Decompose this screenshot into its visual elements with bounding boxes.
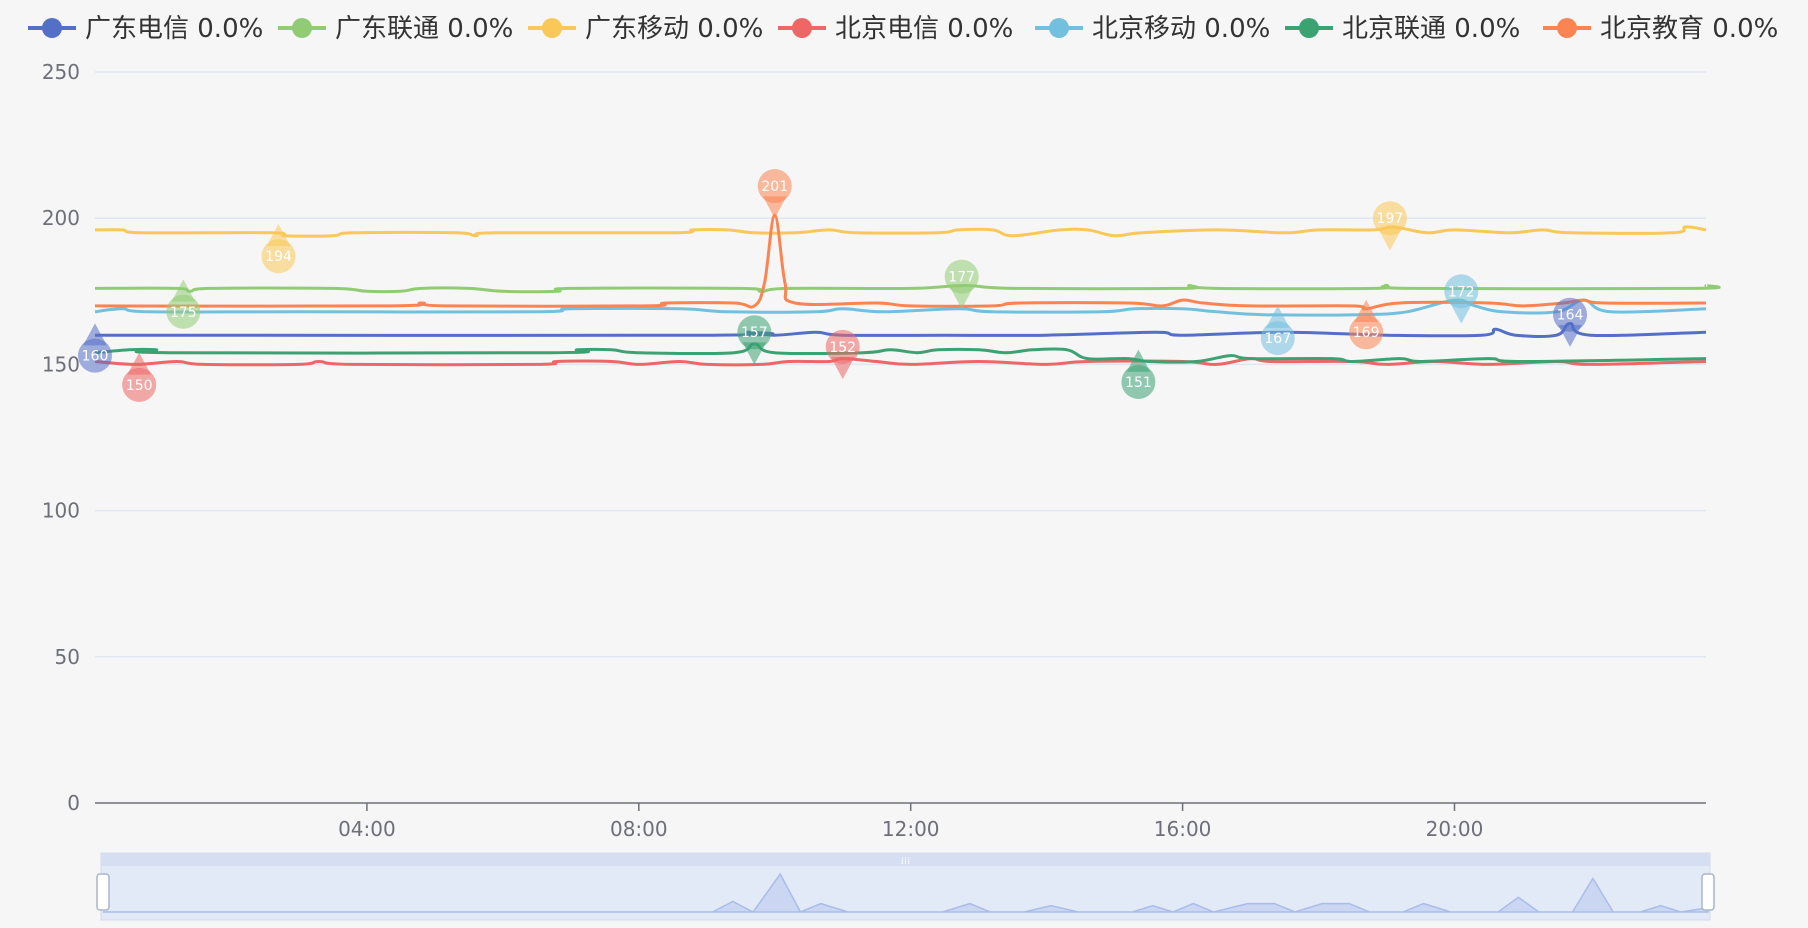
marker-label: 175	[170, 305, 197, 321]
legend: 广东电信 0.0% 广东联通 0.0% 广东移动 0.0% 北京电信 0.0% 北京移动…	[28, 14, 1778, 44]
series-line-6	[94, 213, 1707, 311]
marker-label: 160	[82, 349, 109, 365]
extra-marker-1[interactable]: 197	[1372, 201, 1407, 251]
legend-label: 广东电信 0.0%	[85, 14, 263, 44]
series-line-5	[94, 342, 1707, 364]
zoom-drag-handle[interactable]: ⁞⁞⁞	[901, 856, 911, 867]
marker-label: 172	[1448, 284, 1475, 300]
y-tick-label: 100	[42, 499, 80, 523]
marker-body	[1372, 201, 1407, 236]
marker-3[interactable]: 150	[122, 352, 157, 402]
extra-marker-5[interactable]: 164	[1553, 297, 1588, 347]
legend-label: 广东移动 0.0%	[585, 14, 763, 44]
marker-label: 197	[1377, 211, 1404, 227]
x-tick-label: 20:00	[1426, 817, 1484, 841]
marker-5[interactable]: 151	[1121, 349, 1156, 399]
legend-label: 北京移动 0.0%	[1092, 14, 1270, 44]
legend-item-5[interactable]: 北京联通 0.0%	[1285, 14, 1520, 44]
x-tick-label: 12:00	[882, 817, 940, 841]
y-tick-label: 50	[55, 645, 80, 669]
marker-0[interactable]: 160	[78, 323, 112, 373]
marker-body	[1553, 297, 1588, 332]
marker-label: 201	[761, 179, 788, 195]
zoom-overview-shape	[103, 872, 1709, 913]
zoom-handle-right[interactable]	[1701, 873, 1715, 911]
legend-dot	[1049, 18, 1069, 38]
x-axis: 04:00 08:00 12:00 16:00 20:00	[95, 802, 1706, 841]
marker-body	[1444, 274, 1479, 309]
extra-marker-2[interactable]: 152	[825, 329, 860, 380]
data-markers: 160 175 194 150 167 151 201 169 177 197 152 172 157 1…	[78, 169, 1588, 402]
legend-dot	[1557, 18, 1577, 38]
y-tick-label: 250	[42, 60, 80, 84]
marker-label: 164	[1557, 308, 1584, 324]
legend-item-2[interactable]: 广东移动 0.0%	[528, 14, 763, 44]
zoom-drag-bar[interactable]	[101, 853, 1710, 866]
y-tick-label: 0	[67, 791, 80, 815]
legend-label: 广东联通 0.0%	[335, 14, 513, 44]
y-axis: 250 200 150 100 50 0	[42, 60, 80, 815]
marker-2[interactable]: 194	[261, 223, 296, 274]
legend-label: 北京教育 0.0%	[1600, 14, 1778, 44]
marker-body	[825, 329, 860, 364]
marker-body	[737, 315, 772, 350]
legend-label: 北京电信 0.0%	[835, 14, 1013, 44]
x-tick-label: 08:00	[610, 817, 668, 841]
legend-label: 北京联通 0.0%	[1342, 14, 1520, 44]
marker-label: 169	[1353, 325, 1380, 341]
marker-body	[944, 259, 979, 294]
marker-body	[78, 338, 112, 373]
marker-label: 150	[126, 378, 153, 394]
marker-label: 167	[1264, 331, 1291, 347]
marker-1[interactable]: 175	[166, 279, 201, 329]
data-zoom-slider[interactable]: ⁞⁞⁞	[96, 852, 1715, 921]
marker-body	[1349, 315, 1384, 350]
series-line-0	[94, 322, 1707, 338]
legend-dot	[1299, 18, 1319, 38]
marker-label: 177	[948, 270, 975, 286]
marker-label: 151	[1125, 375, 1152, 391]
legend-item-6[interactable]: 北京教育 0.0%	[1543, 14, 1778, 44]
marker-body	[757, 169, 792, 204]
legend-dot	[292, 18, 312, 38]
legend-item-0[interactable]: 广东电信 0.0%	[28, 14, 263, 44]
marker-6-b[interactable]: 169	[1349, 299, 1384, 350]
y-tick-label: 150	[42, 352, 80, 376]
series-line-4	[94, 298, 1707, 317]
marker-label: 157	[741, 325, 768, 341]
marker-body	[122, 367, 157, 402]
extra-marker-4[interactable]: 157	[737, 315, 772, 365]
zoom-handle-left[interactable]	[96, 873, 110, 911]
marker-label: 152	[829, 340, 856, 356]
marker-6[interactable]: 201	[757, 169, 792, 219]
legend-dot	[792, 18, 812, 38]
series-line-2	[94, 225, 1707, 238]
legend-dot	[42, 18, 62, 38]
marker-body	[1121, 364, 1156, 399]
x-tick-label: 16:00	[1154, 817, 1212, 841]
marker-body	[1260, 321, 1295, 356]
y-tick-label: 200	[42, 206, 80, 230]
marker-body	[166, 294, 201, 329]
x-tick-label: 04:00	[338, 817, 396, 841]
extra-marker-3[interactable]: 172	[1444, 274, 1479, 324]
legend-dot	[542, 18, 562, 38]
marker-body	[261, 239, 296, 274]
extra-marker-0[interactable]: 177	[944, 259, 979, 309]
series-line-1	[94, 284, 1721, 294]
marker-label: 194	[265, 249, 292, 265]
legend-item-1[interactable]: 广东联通 0.0%	[278, 14, 513, 44]
legend-item-3[interactable]: 北京电信 0.0%	[778, 14, 1013, 44]
legend-item-4[interactable]: 北京移动 0.0%	[1035, 14, 1270, 44]
marker-4[interactable]: 167	[1260, 305, 1295, 356]
